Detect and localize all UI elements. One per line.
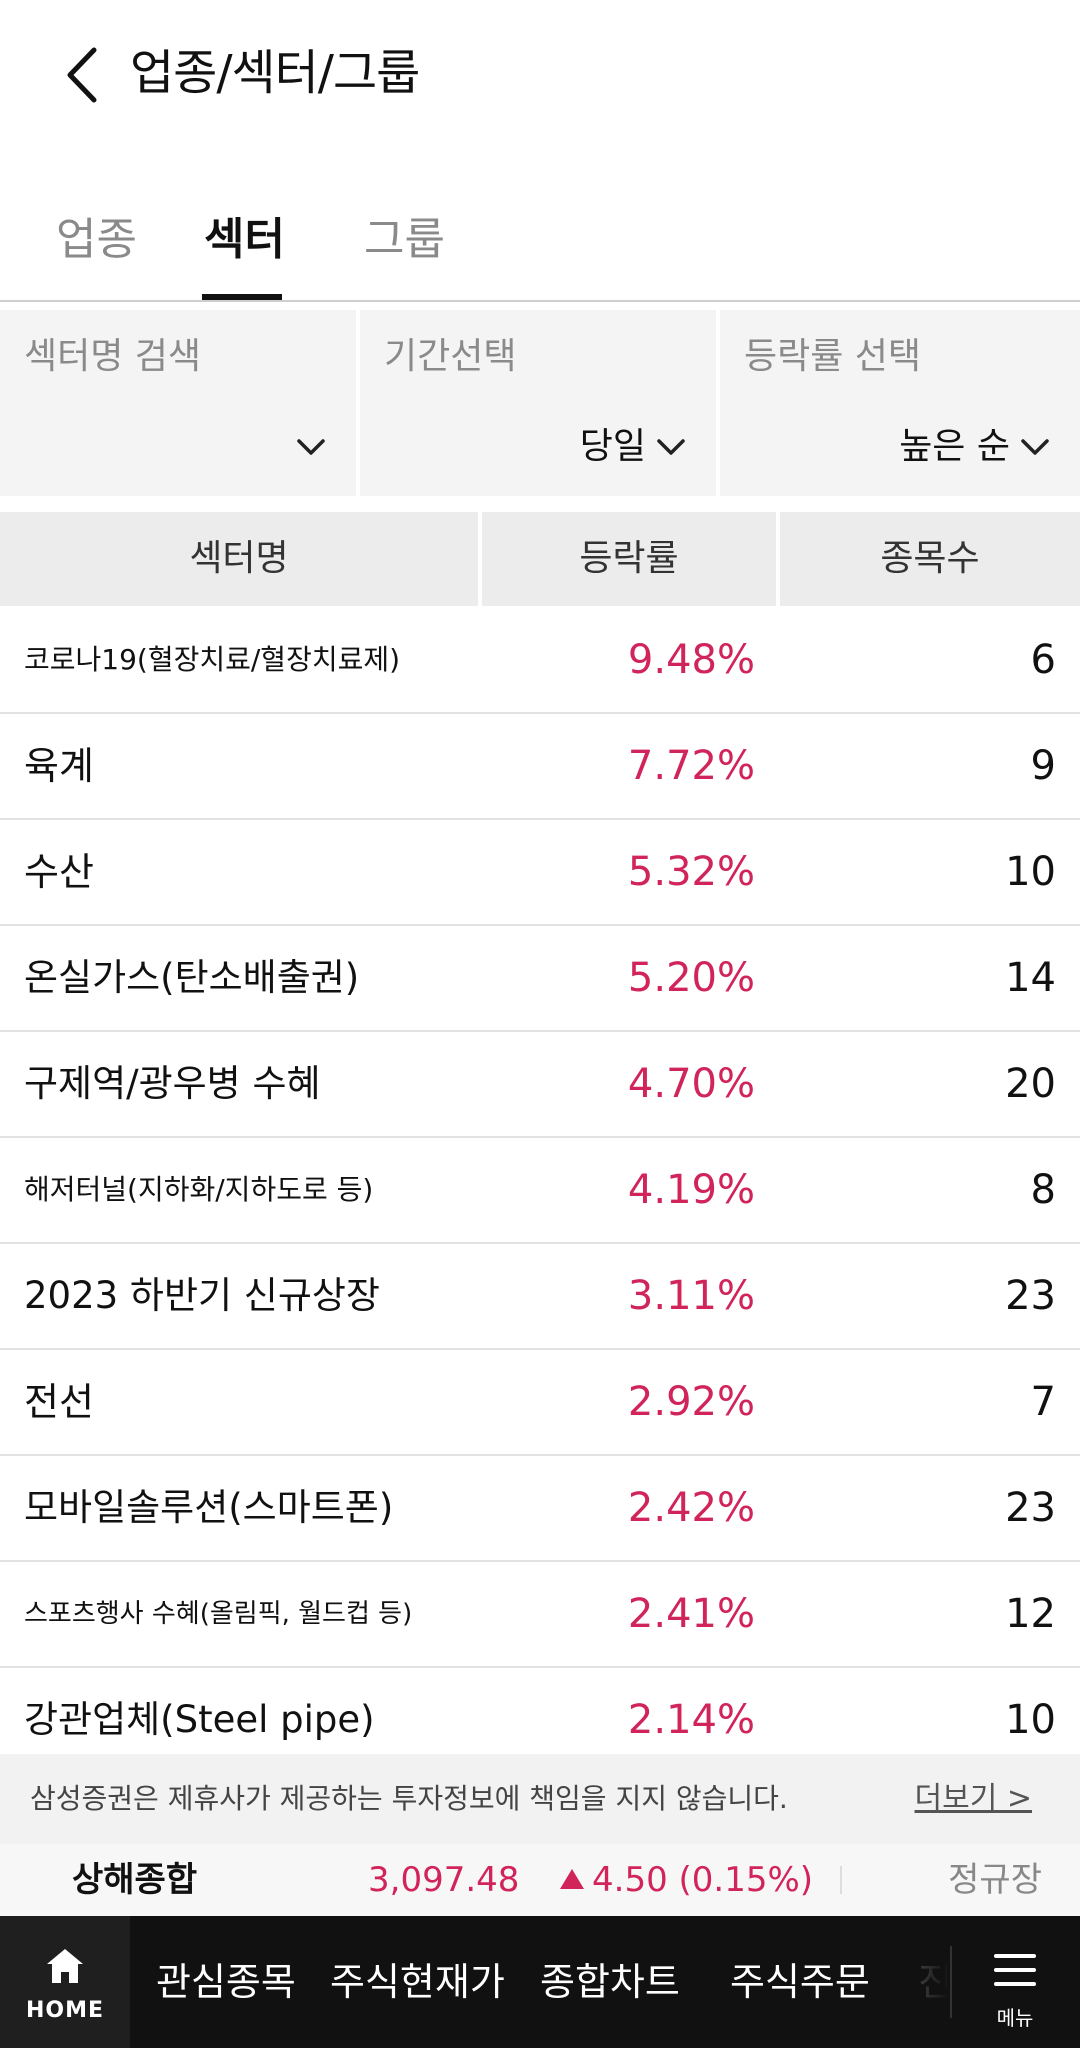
- sector-count: 7: [1030, 1379, 1056, 1425]
- menu-label: 메뉴: [996, 2006, 1034, 2030]
- sector-count: 9: [1030, 743, 1056, 789]
- home-icon: [47, 1949, 83, 1983]
- tab-bar: 업종 섹터 그룹: [0, 190, 1080, 302]
- sector-name: 스포츠행사 수혜(올림픽, 월드컵 등): [24, 1599, 413, 1629]
- sector-count: 12: [1005, 1591, 1056, 1637]
- tab-group[interactable]: 그룹: [364, 214, 445, 265]
- sector-count: 14: [1005, 955, 1056, 1001]
- bottom-navigation: HOME 관심종목 주식현재가 종합차트 주식주문 진 메뉴: [0, 1916, 1080, 2048]
- period-value: 당일: [579, 426, 646, 467]
- table-row[interactable]: 2023 하반기 신규상장 3.11% 23: [0, 1244, 1080, 1350]
- table-row[interactable]: 육계 7.72% 9: [0, 714, 1080, 820]
- table-row[interactable]: 구제역/광우병 수혜 4.70% 20: [0, 1032, 1080, 1138]
- period-dropdown[interactable]: 기간선택 당일: [360, 310, 716, 496]
- sector-rate: 5.32%: [627, 849, 755, 895]
- filter-bar: 섹터명 검색 기간선택 당일 등락률 선택 높은 순: [0, 310, 1080, 496]
- table-row[interactable]: 해저터널(지하화/지하도로 등) 4.19% 8: [0, 1138, 1080, 1244]
- sector-rate: 7.72%: [627, 743, 755, 789]
- sector-rate: 9.48%: [627, 637, 755, 683]
- divider: [950, 1946, 952, 2018]
- sector-rate: 2.41%: [627, 1591, 755, 1637]
- column-header-rate[interactable]: 등락률: [482, 512, 776, 606]
- sector-count: 20: [1005, 1061, 1056, 1107]
- sector-count: 23: [1005, 1273, 1056, 1319]
- sector-count: 23: [1005, 1485, 1056, 1531]
- sector-count: 10: [1005, 849, 1056, 895]
- divider: [840, 1866, 842, 1894]
- sector-rate: 3.11%: [627, 1273, 755, 1319]
- sector-list: 코로나19(혈장치료/혈장치료제) 9.48% 6 육계 7.72% 9 수산 …: [0, 608, 1080, 1772]
- sector-name: 전선: [24, 1380, 94, 1424]
- home-label: HOME: [25, 1998, 105, 2023]
- sector-name: 수산: [24, 850, 94, 894]
- disclaimer-bar: 삼성증권은 제휴사가 제공하는 투자정보에 책임을 지지 않습니다. 더보기 >: [0, 1754, 1080, 1844]
- nav-order[interactable]: 주식주문: [730, 1960, 870, 2004]
- table-row[interactable]: 스포츠행사 수혜(올림픽, 월드컵 등) 2.41% 12: [0, 1562, 1080, 1668]
- nav-stock-price[interactable]: 주식현재가: [330, 1960, 505, 2004]
- tab-industry[interactable]: 업종: [56, 214, 137, 265]
- column-header-count[interactable]: 종목수: [780, 512, 1080, 606]
- rate-sort-dropdown[interactable]: 등락률 선택 높은 순: [720, 310, 1080, 496]
- nav-chart[interactable]: 종합차트: [540, 1960, 680, 2004]
- hamburger-menu-icon: [994, 1954, 1036, 1986]
- table-row[interactable]: 모바일솔루션(스마트폰) 2.42% 23: [0, 1456, 1080, 1562]
- index-value: 3,097.48: [368, 1860, 520, 1900]
- app-header: 업종/섹터/그룹: [0, 0, 1080, 150]
- page-title: 업종/섹터/그룹: [130, 45, 420, 101]
- sector-name: 2023 하반기 신규상장: [24, 1274, 380, 1317]
- sector-name: 구제역/광우병 수혜: [24, 1062, 321, 1105]
- sector-name: 강관업체(Steel pipe): [24, 1698, 375, 1741]
- table-row[interactable]: 수산 5.32% 10: [0, 820, 1080, 926]
- sector-rate: 2.14%: [627, 1697, 755, 1743]
- index-change-value: 4.50 (0.15%): [592, 1860, 814, 1900]
- chevron-down-icon: [657, 439, 685, 455]
- up-triangle-icon: [560, 1868, 584, 1889]
- sector-rate: 5.20%: [627, 955, 755, 1001]
- active-tab-indicator: [202, 294, 282, 300]
- sector-name: 온실가스(탄소배출권): [24, 956, 360, 999]
- rate-sort-value: 높은 순: [899, 426, 1010, 467]
- sector-search-label: 섹터명 검색: [24, 336, 202, 377]
- chevron-down-icon: [297, 439, 325, 455]
- sector-name: 육계: [24, 744, 94, 788]
- tab-sector[interactable]: 섹터: [204, 214, 285, 265]
- sector-search-dropdown[interactable]: 섹터명 검색: [0, 310, 356, 496]
- sector-rate: 4.19%: [627, 1167, 755, 1213]
- sector-count: 6: [1030, 637, 1056, 683]
- scroll-fade: [900, 1916, 950, 2048]
- chevron-left-icon: [67, 47, 97, 103]
- chevron-down-icon: [1021, 439, 1049, 455]
- table-row[interactable]: 전선 2.92% 7: [0, 1350, 1080, 1456]
- more-link[interactable]: 더보기 >: [914, 1781, 1032, 1816]
- table-header: 섹터명 등락률 종목수: [0, 512, 1080, 606]
- sector-count: 10: [1005, 1697, 1056, 1743]
- sector-rate: 2.42%: [627, 1485, 755, 1531]
- index-change: 4.50 (0.15%): [560, 1844, 813, 1916]
- sector-name: 해저터널(지하화/지하도로 등): [24, 1173, 374, 1206]
- home-button[interactable]: HOME: [0, 1916, 130, 2048]
- table-row[interactable]: 코로나19(혈장치료/혈장치료제) 9.48% 6: [0, 608, 1080, 714]
- market-status: 정규장: [948, 1860, 1042, 1900]
- index-name: 상해종합: [72, 1860, 198, 1900]
- sector-name: 모바일솔루션(스마트폰): [24, 1486, 394, 1529]
- table-row[interactable]: 강관업체(Steel pipe) 2.14% 10: [0, 1668, 1080, 1772]
- back-button[interactable]: [60, 40, 110, 110]
- column-header-sector-name[interactable]: 섹터명: [0, 512, 478, 606]
- sector-name: 코로나19(혈장치료/혈장치료제): [24, 643, 401, 676]
- period-label: 기간선택: [384, 336, 517, 377]
- table-row[interactable]: 온실가스(탄소배출권) 5.20% 14: [0, 926, 1080, 1032]
- menu-button[interactable]: 메뉴: [950, 1916, 1080, 2048]
- index-ticker[interactable]: 상해종합 3,097.48 4.50 (0.15%) 정규장: [0, 1844, 1080, 1916]
- sector-count: 8: [1030, 1167, 1056, 1213]
- sector-rate: 4.70%: [627, 1061, 755, 1107]
- sector-rate: 2.92%: [627, 1379, 755, 1425]
- disclaimer-text: 삼성증권은 제휴사가 제공하는 투자정보에 책임을 지지 않습니다.: [30, 1782, 788, 1815]
- rate-sort-label: 등락률 선택: [744, 336, 922, 377]
- nav-watchlist[interactable]: 관심종목: [156, 1960, 296, 2004]
